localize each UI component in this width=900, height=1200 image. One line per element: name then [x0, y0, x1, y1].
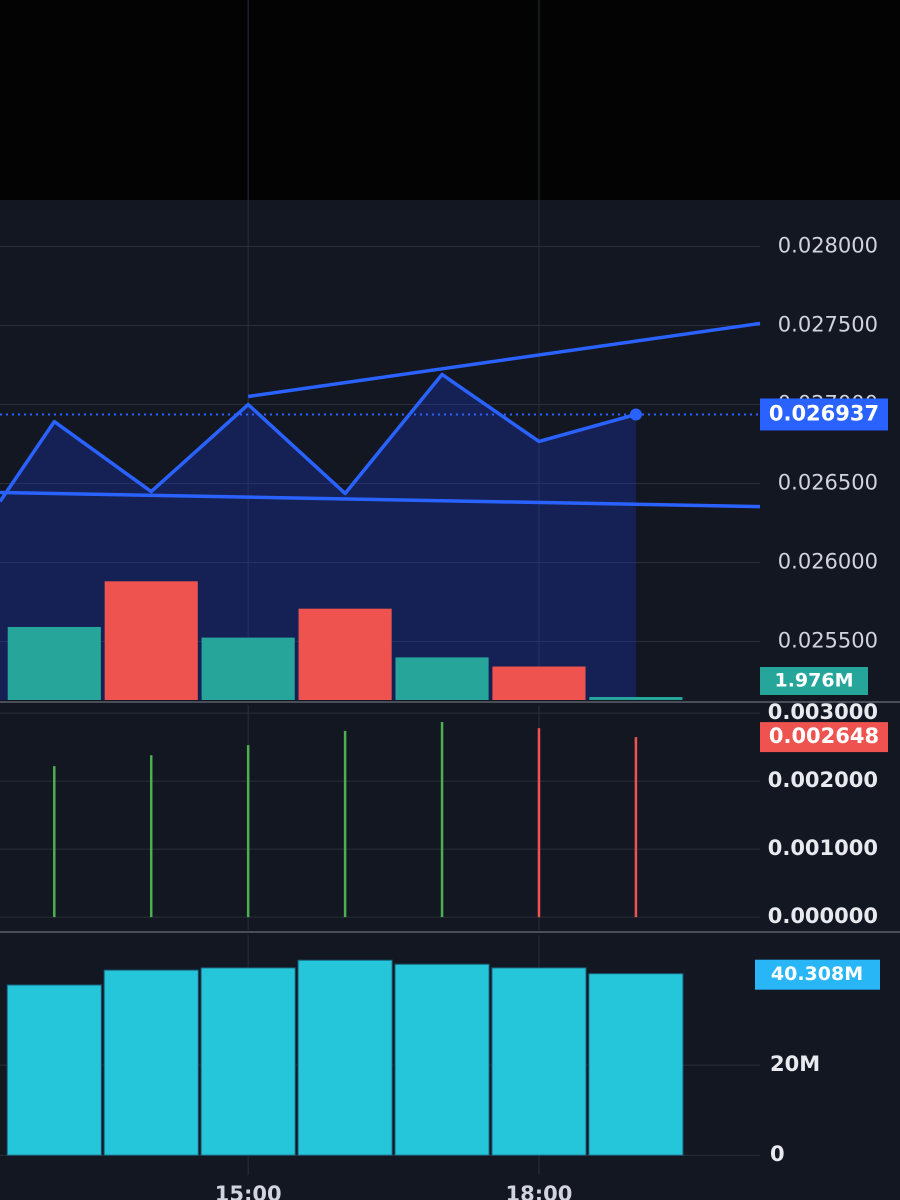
- volume-bar: [201, 637, 295, 700]
- y-tick-label: 0.000000: [768, 904, 878, 928]
- last-value-box: [760, 722, 888, 753]
- y-tick-label: 20M: [770, 1052, 820, 1076]
- volume-label-box: [760, 666, 868, 695]
- volume-bar: [492, 666, 586, 700]
- last-value-label: 0.002648: [769, 724, 879, 748]
- bar: [103, 969, 199, 1156]
- volume-bar: [104, 581, 198, 700]
- volume-bar: [395, 657, 489, 700]
- x-tick-label: 18:00: [506, 1182, 573, 1200]
- bar: [588, 973, 684, 1156]
- bar: [297, 959, 393, 1156]
- last-price-label: 0.026937: [769, 401, 879, 425]
- price-line: [0, 372, 637, 503]
- y-tick-label: 0.028000: [778, 234, 878, 258]
- volume-bar: [298, 608, 392, 700]
- volume-bar: [7, 626, 101, 700]
- value-label: 40.308M: [771, 963, 863, 985]
- bar: [200, 967, 296, 1156]
- trend-line: [0, 490, 761, 509]
- y-tick-label: 0.025500: [778, 629, 878, 653]
- y-tick-label: 0.003000: [768, 700, 878, 724]
- bezel: [0, 0, 900, 200]
- y-tick-label: 0.001000: [768, 836, 878, 860]
- y-tick-label: 0.026500: [778, 471, 878, 495]
- x-tick-label: 15:00: [215, 1182, 282, 1200]
- y-tick-label: 0.002000: [768, 768, 878, 792]
- y-tick-label: 0: [770, 1142, 785, 1166]
- bar: [394, 963, 490, 1156]
- y-tick-label: 0.027500: [778, 313, 878, 337]
- bar: [6, 984, 102, 1156]
- trend-line: [247, 321, 761, 399]
- bar: [491, 967, 587, 1156]
- y-tick-label: 0.026000: [778, 550, 878, 574]
- volume-bar: [589, 696, 683, 700]
- volume-label: 1.976M: [774, 669, 853, 691]
- last-price-box: [760, 398, 888, 431]
- last-point: [629, 408, 642, 421]
- value-label-box: [755, 959, 880, 990]
